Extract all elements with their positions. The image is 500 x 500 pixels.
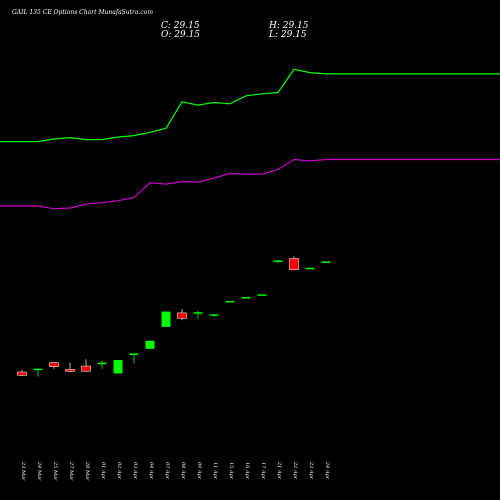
- close-readout: C: 29.15: [161, 21, 200, 31]
- x-tick-label: 08 Apr: [180, 462, 186, 480]
- x-tick-label: 03 Apr: [132, 462, 138, 480]
- candle-body: [289, 258, 299, 271]
- candle-body: [177, 312, 187, 319]
- x-tick-label: 11 Apr: [212, 462, 218, 480]
- candle-body: [33, 368, 43, 371]
- low-readout: L: 29.15: [269, 30, 307, 40]
- candle-body: [65, 369, 75, 372]
- open-readout: O: 29.15: [161, 30, 201, 40]
- candle-body: [113, 360, 123, 374]
- lower-band-line: [0, 158, 500, 210]
- candle-body: [129, 353, 139, 355]
- x-tick-label: 09 Apr: [196, 462, 202, 480]
- upper-band-line: [0, 68, 500, 143]
- candle-body: [49, 362, 59, 367]
- x-tick-label: 01 Apr: [100, 462, 106, 480]
- x-tick-label: 24 Mar: [36, 461, 42, 481]
- x-tick-label: 07 Apr: [164, 462, 170, 480]
- x-tick-label: 02 Apr: [116, 462, 122, 480]
- candle-body: [273, 260, 283, 262]
- x-tick-label: 23 Mar: [20, 461, 26, 481]
- candle-body: [209, 314, 219, 316]
- candle-body: [241, 296, 251, 299]
- x-tick-label: 27 Mar: [68, 461, 74, 481]
- candle-body: [145, 340, 155, 349]
- x-tick-label: 17 Apr: [260, 462, 266, 480]
- candle-body: [193, 312, 203, 314]
- x-tick-label: 28 Mar: [84, 461, 90, 481]
- x-tick-label: 04 Apr: [148, 462, 154, 480]
- candle-body: [17, 371, 27, 376]
- x-tick-label: 21 Apr: [276, 461, 282, 480]
- candle-body: [97, 362, 107, 365]
- x-tick-label: 22 Apr: [292, 461, 298, 480]
- candle-body: [161, 311, 171, 327]
- x-tick-label: 23 Apr: [308, 461, 314, 480]
- chart-title: GAIL 135 CE Options Chart MunafaSutra.co…: [12, 9, 154, 16]
- x-tick-label: 24 Apr: [324, 461, 330, 480]
- high-readout: H: 29.15: [269, 21, 309, 31]
- candle-body: [81, 365, 91, 372]
- x-tick-label: 15 Apr: [228, 462, 234, 480]
- candle-body: [305, 267, 315, 270]
- candle-body: [321, 261, 331, 263]
- x-tick-label: 25 Mar: [52, 461, 58, 481]
- candle-body: [257, 294, 267, 296]
- x-tick-label: 16 Apr: [244, 462, 250, 480]
- candle-body: [225, 300, 235, 303]
